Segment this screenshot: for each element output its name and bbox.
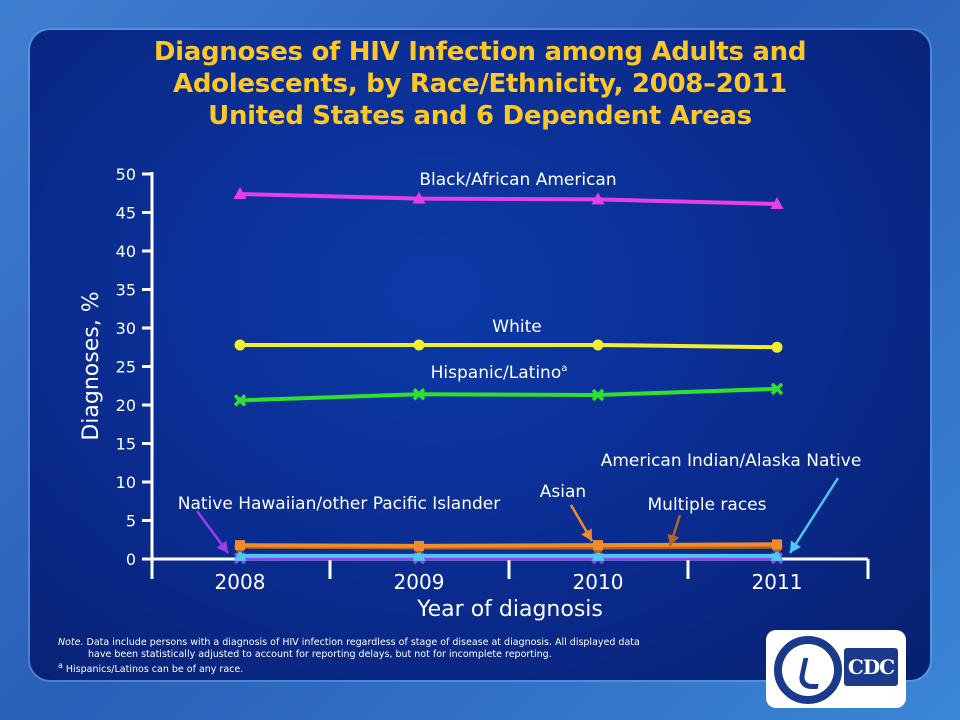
series-label-group: American Indian/Alaska Native bbox=[601, 451, 862, 554]
note-text-1: Data include persons with a diagnosis of… bbox=[86, 637, 640, 648]
chart-notes: Note. Data include persons with a diagno… bbox=[58, 637, 748, 676]
series-label-group: Black/African American bbox=[419, 170, 616, 190]
data-point bbox=[771, 341, 783, 353]
series-line bbox=[239, 192, 778, 207]
note-line-1: Note. Data include persons with a diagno… bbox=[58, 637, 748, 649]
chart-axes: 0 5 10 15 20 25 30 35 40 45 50 2008 2009 2010 2011 Year… bbox=[79, 165, 870, 622]
title-line-1: Diagnoses of HIV Infection among Adults … bbox=[153, 37, 807, 67]
data-point bbox=[770, 382, 784, 396]
x-axis-title: Year of diagnosis bbox=[416, 597, 603, 622]
footnote-text: Hispanics/Latinos can be of any race. bbox=[65, 664, 244, 676]
leader-arrow bbox=[788, 477, 840, 554]
y-tick-label: 35 bbox=[116, 281, 136, 300]
series-label: Black/African American bbox=[419, 170, 616, 190]
data-point bbox=[233, 548, 247, 561]
x-tick-label: 2009 bbox=[394, 570, 445, 594]
note-label: Note. bbox=[58, 637, 84, 648]
footnote-line: a Hispanics/Latinos can be of any race. bbox=[58, 660, 748, 676]
data-point bbox=[233, 187, 247, 200]
y-tick-label: 25 bbox=[116, 358, 136, 377]
chart-title: Diagnoses of HIV Infection among Adults … bbox=[40, 36, 920, 132]
data-point bbox=[234, 339, 246, 351]
series-hispanic-latino bbox=[233, 382, 784, 407]
series-label: Hispanic/Latinoa bbox=[431, 363, 568, 383]
series-line bbox=[239, 542, 778, 548]
x-tick-label: 2008 bbox=[215, 570, 266, 594]
leader-arrowhead bbox=[581, 528, 592, 541]
leader-arrowhead bbox=[667, 533, 680, 546]
series-label-group: Native Hawaiian/other Pacific Islander bbox=[178, 494, 501, 554]
y-tick-label: 30 bbox=[116, 319, 136, 338]
series-label: Native Hawaiian/other Pacific Islander bbox=[178, 494, 501, 514]
y-tick-label: 0 bbox=[126, 550, 136, 569]
series-line bbox=[239, 386, 778, 403]
data-point bbox=[592, 339, 604, 351]
y-tick-label: 10 bbox=[116, 473, 136, 492]
chart-panel bbox=[30, 30, 930, 680]
data-point bbox=[235, 540, 245, 551]
data-point bbox=[591, 548, 605, 561]
data-point bbox=[233, 394, 247, 407]
hhs-seal-icon bbox=[774, 636, 842, 704]
series-labels: Black/African American White Hispanic/Lati… bbox=[178, 170, 862, 554]
x-tick-label: 2010 bbox=[573, 570, 624, 594]
data-point bbox=[412, 191, 426, 204]
data-point bbox=[772, 539, 782, 550]
data-point bbox=[770, 197, 784, 210]
data-point bbox=[593, 540, 603, 551]
y-tick-label: 5 bbox=[126, 512, 136, 531]
y-tick-label: 45 bbox=[116, 204, 136, 223]
series-black-african-american bbox=[233, 187, 784, 210]
series-american-indian-alaska-native bbox=[233, 548, 784, 561]
series-label-group: White bbox=[492, 317, 541, 337]
leader-arrowhead bbox=[790, 540, 801, 553]
data-point bbox=[414, 540, 424, 551]
series-label-group: Hispanic/Latinoa bbox=[431, 363, 568, 383]
data-point bbox=[591, 192, 605, 205]
series-line bbox=[240, 342, 778, 350]
series-asian bbox=[235, 539, 782, 551]
y-tick-label: 15 bbox=[116, 435, 136, 454]
series-label: White bbox=[492, 317, 541, 337]
title-line-3: United States and 6 Dependent Areas bbox=[208, 101, 752, 131]
note-line-2: have been statistically adjusted to acco… bbox=[88, 648, 552, 660]
y-axis-title: Diagnoses, % bbox=[79, 291, 104, 440]
data-point bbox=[412, 548, 426, 561]
series-label-group: Multiple races bbox=[648, 495, 767, 547]
leader-arrowhead bbox=[216, 540, 228, 553]
cdc-logo-text: CDC bbox=[844, 648, 898, 686]
series-label: Multiple races bbox=[648, 495, 767, 515]
x-tick-label: 2011 bbox=[752, 570, 803, 594]
series-white bbox=[234, 339, 783, 353]
data-point bbox=[412, 387, 426, 401]
data-point bbox=[770, 548, 784, 561]
footnote-mark: a bbox=[58, 661, 63, 670]
cdc-logo: CDC bbox=[766, 630, 906, 708]
data-point bbox=[591, 388, 605, 402]
y-tick-label: 50 bbox=[116, 165, 136, 184]
series-label-superscript: a bbox=[561, 363, 567, 374]
title-line-2: Adolescents, by Race/Ethnicity, 2008–201… bbox=[173, 69, 787, 99]
data-point bbox=[413, 339, 425, 351]
series-label: American Indian/Alaska Native bbox=[601, 451, 862, 471]
y-tick-label: 40 bbox=[116, 242, 136, 261]
series-label-group: Asian bbox=[540, 482, 594, 542]
series-layer bbox=[233, 187, 784, 565]
y-tick-label: 20 bbox=[116, 396, 136, 415]
series-label: Asian bbox=[540, 482, 586, 502]
